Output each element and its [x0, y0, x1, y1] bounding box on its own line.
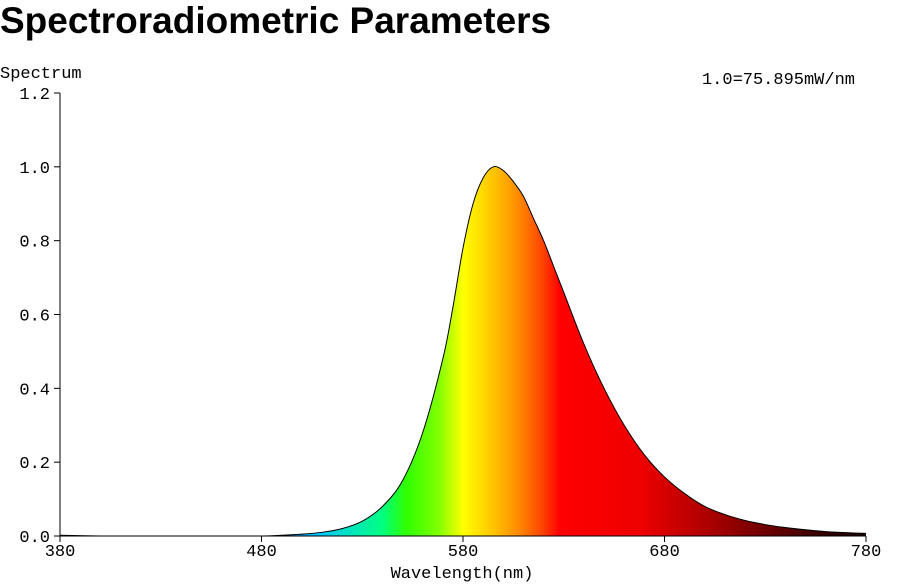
spectrum-area	[60, 166, 866, 536]
x-tick-label: 780	[851, 543, 882, 562]
x-tick-label: 580	[448, 543, 479, 562]
y-tick-label: 0.0	[19, 529, 50, 548]
y-ticks: 0.0 0.2 0.4 0.6 0.8 1.0 1.2	[19, 86, 60, 548]
y-tick-label: 1.0	[19, 160, 50, 179]
x-tick-label: 480	[246, 543, 277, 562]
y-tick-label: 0.4	[19, 381, 50, 400]
x-tick-label: 680	[649, 543, 680, 562]
x-ticks: 380 480 580 680 780	[45, 536, 882, 562]
y-tick-label: 0.2	[19, 455, 50, 474]
y-tick-label: 0.6	[19, 308, 50, 327]
y-axis-label: Spectrum	[0, 65, 82, 84]
x-tick-label: 380	[45, 543, 76, 562]
spectrum-line	[59, 166, 867, 537]
scale-note: 1.0=75.895mW/nm	[702, 71, 855, 90]
x-axis-label: Wavelength(nm)	[391, 565, 534, 584]
page-title: Spectroradiometric Parameters	[0, 0, 552, 41]
y-tick-label: 1.2	[19, 86, 50, 105]
y-tick-label: 0.8	[19, 234, 50, 253]
